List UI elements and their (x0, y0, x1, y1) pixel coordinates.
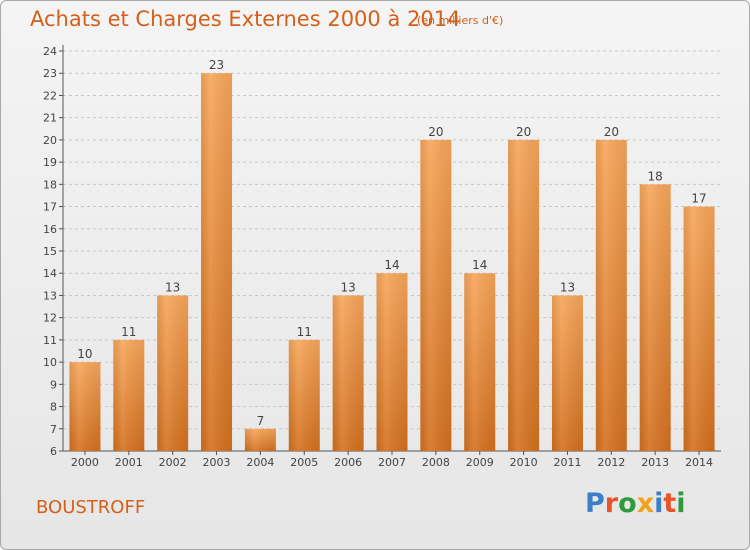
value-label: 11 (297, 325, 312, 339)
x-tick-label: 2012 (597, 456, 625, 469)
logo-letter: o (618, 488, 637, 519)
x-tick-label: 2004 (246, 456, 274, 469)
x-tick-label: 2013 (641, 456, 669, 469)
y-tick-label: 18 (43, 178, 57, 191)
y-tick-label: 6 (50, 445, 57, 458)
bar-shade (464, 273, 496, 451)
y-tick-label: 15 (43, 245, 57, 258)
commune-name: BOUSTROFF (36, 497, 146, 518)
x-tick-label: 2014 (685, 456, 713, 469)
bar-shade (288, 339, 320, 451)
y-tick-label: 16 (43, 223, 57, 236)
y-tick-label: 20 (43, 134, 57, 147)
x-tick-label: 2009 (466, 456, 494, 469)
x-tick-label: 2000 (71, 456, 99, 469)
logo-letter: r (604, 488, 619, 519)
labels: 10 2000 11 2001 13 2002 23 2003 7 2004 11 2005 13 200… (71, 58, 713, 469)
x-tick-label: 2011 (553, 456, 581, 469)
value-label: 20 (516, 125, 531, 139)
value-label: 18 (648, 169, 663, 183)
bar-shade (332, 295, 364, 451)
y-tick-label: 22 (43, 89, 57, 102)
y-tick-label: 23 (43, 67, 57, 80)
proxiti-logo: Proxiti (585, 488, 686, 519)
logo-letter: P (585, 488, 605, 519)
value-label: 7 (257, 414, 265, 428)
x-tick-label: 2006 (334, 456, 362, 469)
y-tick-label: 9 (50, 378, 57, 391)
x-tick-label: 2005 (290, 456, 318, 469)
x-tick-label: 2010 (510, 456, 538, 469)
bar-shade (508, 139, 540, 451)
y-tick-label: 14 (43, 267, 57, 280)
bar-shade (683, 206, 715, 451)
bar-shade (69, 362, 101, 451)
y-tick-label: 8 (50, 401, 57, 414)
logo-letter: i (654, 488, 664, 519)
chart-title: Achats et Charges Externes 2000 à 2014 (30, 7, 461, 31)
chart-unit: (en milliers d'€) (417, 14, 504, 27)
value-label: 10 (77, 347, 92, 361)
y-tick-label: 19 (43, 156, 57, 169)
y-tick-label: 10 (43, 356, 57, 369)
y-tick-label: 17 (43, 201, 57, 214)
y-tick-label: 13 (43, 289, 57, 302)
value-label: 23 (209, 58, 224, 72)
value-label: 13 (165, 280, 180, 294)
bar-shade (244, 428, 276, 451)
y-tick-label: 11 (43, 334, 57, 347)
value-label: 20 (604, 125, 619, 139)
bar-shade (201, 73, 233, 451)
y-tick-label: 7 (50, 423, 57, 436)
bar-shade (157, 295, 189, 451)
y-tick-label: 21 (43, 112, 57, 125)
bars (69, 73, 715, 452)
y-tick-label: 24 (43, 45, 57, 58)
x-tick-label: 2002 (159, 456, 187, 469)
bar-shade (551, 295, 583, 451)
bar-shade (420, 139, 452, 451)
bar-shade (376, 273, 408, 451)
logo-letter: x (636, 488, 655, 519)
value-label: 13 (340, 280, 355, 294)
logo-letter: t (663, 488, 677, 519)
value-label: 20 (428, 125, 443, 139)
value-label: 17 (691, 192, 706, 206)
x-tick-label: 2008 (422, 456, 450, 469)
logo-letter: i (676, 488, 686, 519)
value-label: 13 (560, 280, 575, 294)
y-tick-label: 12 (43, 312, 57, 325)
value-label: 14 (384, 258, 399, 272)
x-tick-label: 2003 (203, 456, 231, 469)
x-tick-label: 2007 (378, 456, 406, 469)
bar-shade (113, 339, 145, 451)
value-label: 11 (121, 325, 136, 339)
bar-shade (639, 184, 671, 452)
bar-shade (595, 139, 627, 451)
x-tick-label: 2001 (115, 456, 143, 469)
value-label: 14 (472, 258, 487, 272)
